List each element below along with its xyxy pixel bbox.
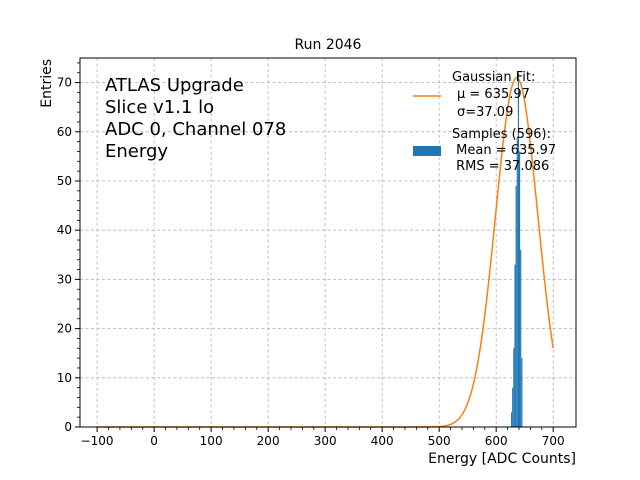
histogram-bar [517, 72, 519, 427]
y-tick-label: 60 [57, 125, 72, 139]
legend-fit-label-3: σ=37.09 [457, 105, 513, 120]
y-tick-label: 40 [57, 223, 72, 237]
histogram-bar [511, 412, 513, 427]
histogram-bar [515, 185, 517, 427]
histogram-bar [514, 264, 516, 427]
histogram-bar [516, 136, 518, 427]
annotation-line-2: Slice v1.1 lo [105, 97, 214, 118]
legend-histogram-label-3: RMS = 37.086 [452, 159, 549, 174]
histogram-bar [512, 387, 514, 427]
histogram-bar [520, 249, 522, 427]
legend-histogram-label-2: Mean = 635.97 [452, 143, 556, 158]
y-axis-label: Entries [39, 59, 55, 108]
x-tick-label: 400 [371, 434, 394, 448]
y-tick-label: 30 [57, 272, 72, 286]
histogram-bar [513, 348, 515, 427]
x-tick-label: 600 [485, 434, 508, 448]
y-tick-label: 20 [57, 322, 72, 336]
histogram-bar [521, 358, 523, 427]
axis-ticks: −100 0 100 200 300 400 500 600 700 0 10 20 30 40 50 60 7… [57, 62, 565, 448]
x-tick-label: 100 [200, 434, 223, 448]
legend: Gaussian Fit: μ = 635.97 σ=37.09 Samples… [413, 70, 556, 174]
x-tick-label: 200 [257, 434, 280, 448]
plot-frame [79, 57, 577, 428]
legend-histogram-swatch [413, 146, 441, 156]
y-tick-label: 70 [57, 76, 72, 90]
legend-fit-label-2: μ = 635.97 [457, 87, 530, 102]
annotation-line-1: ATLAS Upgrade [105, 75, 244, 96]
annotation-box: ATLAS Upgrade Slice v1.1 lo ADC 0, Chann… [105, 75, 286, 162]
y-tick-label: 0 [64, 420, 72, 434]
y-tick-label: 50 [57, 174, 72, 188]
annotation-line-3: ADC 0, Channel 078 [105, 119, 286, 140]
x-tick-label: −100 [81, 434, 114, 448]
x-axis-label: Energy [ADC Counts] [428, 451, 576, 467]
histogram-bar [518, 151, 521, 428]
x-tick-label: 700 [542, 434, 565, 448]
x-tick-label: 300 [314, 434, 337, 448]
histogram-bars [511, 72, 523, 428]
chart-title: Run 2046 [295, 37, 362, 53]
x-tick-label: 500 [428, 434, 451, 448]
y-tick-label: 10 [57, 371, 72, 385]
legend-histogram-label-1: Samples (596): [452, 127, 551, 142]
grid [80, 58, 576, 428]
legend-fit-label-1: Gaussian Fit: [452, 70, 535, 85]
x-tick-label: 0 [150, 434, 158, 448]
annotation-line-4: Energy [105, 141, 168, 162]
